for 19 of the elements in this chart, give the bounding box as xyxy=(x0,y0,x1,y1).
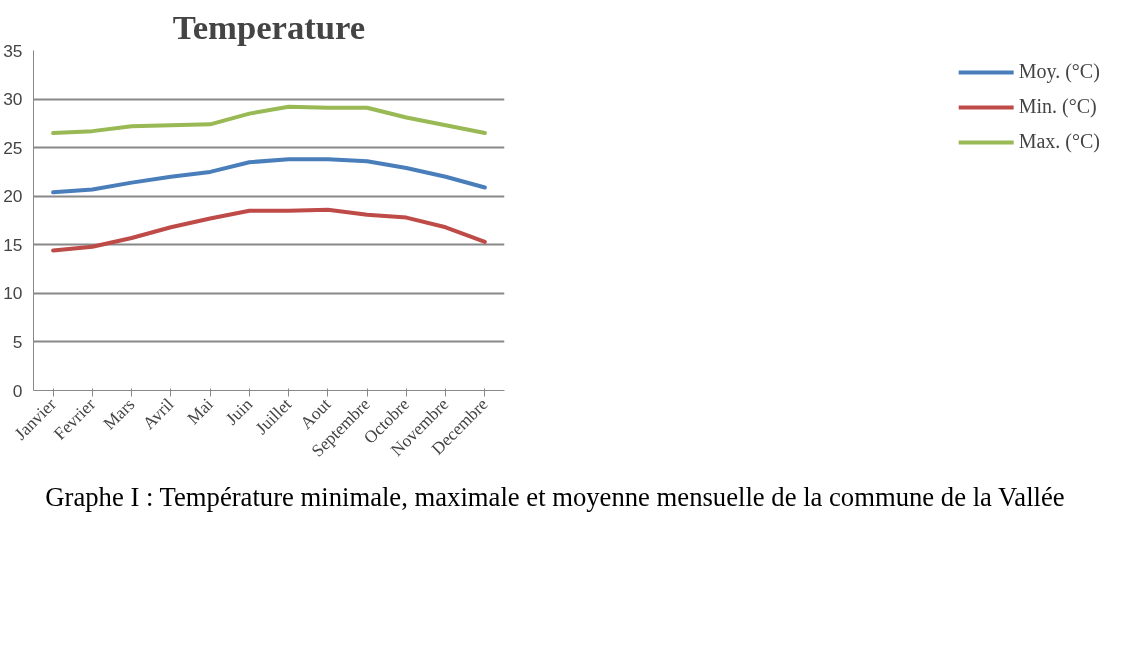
y-tick-label: 20 xyxy=(3,186,23,207)
x-tick-label: Mars xyxy=(99,394,139,434)
y-tick-label: 25 xyxy=(3,137,23,158)
y-tick-label: 35 xyxy=(3,40,23,61)
line-series xyxy=(51,104,487,136)
legend-label: Min. (°C) xyxy=(1018,95,1097,118)
legend-label: Max. (°C) xyxy=(1018,130,1100,153)
y-tick-label: 30 xyxy=(3,89,23,110)
text: Graphe I : Température minimale, maximale et moyenne mensuelle de la commune de la Vallée xyxy=(45,481,1065,514)
line-series xyxy=(51,157,487,195)
chart-title: Temperature xyxy=(172,7,366,46)
y-tick-label: 0 xyxy=(12,380,23,401)
legend-label: Moy. (°C) xyxy=(1018,60,1100,83)
y-tick-label: 15 xyxy=(3,234,23,255)
x-tick-label: Mai xyxy=(183,394,217,428)
x-tick-label: Juin xyxy=(222,394,257,429)
y-tick-label: 10 xyxy=(3,283,23,304)
y-tick-label: 5 xyxy=(12,331,23,352)
line-series xyxy=(51,207,487,253)
